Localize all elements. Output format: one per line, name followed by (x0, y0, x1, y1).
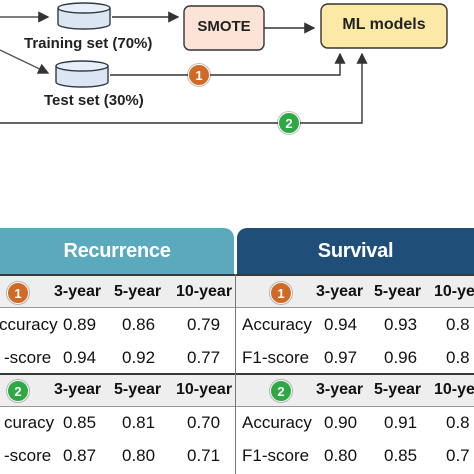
surv-g2-f1-10y: 0.7 (446, 446, 470, 465)
rec-g1-metric-accuracy: ccuracy (0, 315, 58, 334)
group1-bottom-divider (0, 307, 474, 308)
rec-g2-metric-f1: -score (4, 446, 52, 465)
surv-g1-metric-accuracy: Accuracy (242, 315, 312, 334)
rec-g2-metric-accuracy: curacy (4, 413, 55, 432)
test-set-label: Test set (30%) (44, 92, 144, 109)
ml-models-box (320, 3, 448, 49)
training-set-cylinder-icon (57, 2, 111, 30)
recurrence-title: Recurrence (63, 239, 171, 262)
surv-g1-f1-3y: 0.97 (324, 348, 358, 367)
group1-top-divider (0, 274, 474, 276)
surv-group2-badge: 2 (270, 380, 292, 402)
survival-title: Survival (317, 239, 394, 262)
group1-header-row (0, 276, 474, 308)
rec-g2-acc-5y: 0.81 (122, 413, 156, 432)
group2-header-row (0, 374, 474, 406)
rec-g1-acc-10y: 0.79 (187, 315, 221, 334)
surv-g2-col-5year: 5-year (374, 381, 422, 398)
rec-g1-acc-3y: 0.89 (63, 315, 97, 334)
rec-g1-f1-5y: 0.92 (122, 348, 156, 367)
surv-g2-col-10year: 10-year (434, 381, 474, 398)
surv-g1-acc-5y: 0.93 (384, 315, 418, 334)
rec-col-10year: 10-year (176, 283, 233, 300)
rec-g2-f1-3y: 0.87 (63, 446, 97, 465)
rec-g2-acc-10y: 0.70 (187, 413, 221, 432)
surv-g2-f1-3y: 0.80 (324, 446, 358, 465)
rec-g1-metric-f1: -score (4, 348, 52, 367)
flow-badge-1: 1 (188, 64, 210, 86)
group2-bottom-divider (0, 406, 474, 407)
smote-label: SMOTE (197, 18, 251, 35)
surv-g1-metric-f1: F1-score (242, 348, 310, 367)
surv-g2-acc-5y: 0.91 (384, 413, 418, 432)
surv-g2-metric-f1: F1-score (242, 446, 310, 465)
surv-col-10year: 10-year (434, 283, 474, 300)
flow-badge-2: 2 (278, 112, 300, 134)
column-group-divider (235, 274, 236, 474)
surv-g2-col-3year: 3-year (316, 381, 364, 398)
rec-g2-col-5year: 5-year (114, 381, 162, 398)
rec-g2-f1-10y: 0.71 (187, 446, 221, 465)
surv-col-5year: 5-year (374, 283, 422, 300)
ml-models-label: ML models (342, 16, 426, 33)
rec-g1-f1-3y: 0.94 (63, 348, 97, 367)
rec-g2-col-3year: 3-year (54, 381, 102, 398)
survival-header: Survival (237, 228, 474, 274)
surv-g2-f1-5y: 0.85 (384, 446, 418, 465)
arrow-test-to-ml (110, 52, 346, 76)
surv-group1-badge: 1 (270, 282, 292, 304)
group2-top-divider (0, 373, 474, 375)
rec-col-5year: 5-year (114, 283, 162, 300)
rec-g1-acc-5y: 0.86 (122, 315, 156, 334)
training-set-label: Training set (70%) (24, 35, 153, 52)
rec-g2-col-10year: 10-year (176, 381, 233, 398)
arrow-path-2 (0, 52, 368, 124)
surv-g1-f1-5y: 0.96 (384, 348, 418, 367)
pipeline-diagram (0, 2, 448, 124)
rec-g1-f1-10y: 0.77 (187, 348, 221, 367)
surv-g2-metric-accuracy: Accuracy (242, 413, 312, 432)
rec-group1-badge: 1 (7, 282, 29, 304)
test-set-cylinder-icon (55, 60, 109, 88)
surv-g1-f1-10y: 0.8 (446, 348, 470, 367)
recurrence-header: Recurrence (0, 228, 234, 274)
rec-group2-badge: 2 (7, 380, 29, 402)
rec-col-3year: 3-year (54, 283, 102, 300)
rec-g2-f1-5y: 0.80 (122, 446, 156, 465)
surv-col-3year: 3-year (316, 283, 364, 300)
input-arrow-test (0, 49, 50, 74)
rec-g2-acc-3y: 0.85 (63, 413, 97, 432)
surv-g2-acc-3y: 0.90 (324, 413, 358, 432)
surv-g2-acc-10y: 0.8 (446, 413, 470, 432)
surv-g1-acc-10y: 0.8 (446, 315, 470, 334)
surv-g1-acc-3y: 0.94 (324, 315, 358, 334)
